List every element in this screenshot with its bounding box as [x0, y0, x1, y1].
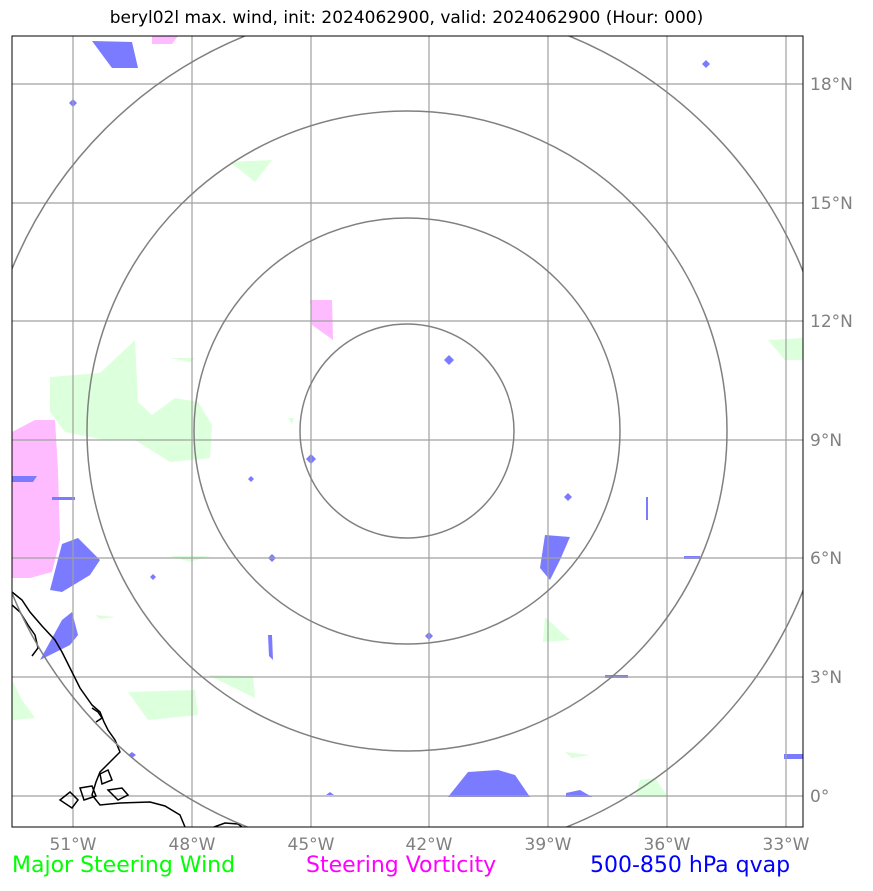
- wind-region-west: [50, 340, 212, 462]
- range-ring-3: [86, 110, 728, 752]
- lat-label: 15°N: [810, 194, 853, 214]
- lon-label: 33°W: [763, 835, 810, 855]
- legend-qvap: 500-850 hPa qvap: [590, 853, 791, 878]
- lon-label: 42°W: [406, 835, 453, 855]
- range-rings: [12, 36, 803, 827]
- steering-vorticity-regions: [12, 36, 333, 578]
- lat-label: 0°: [810, 787, 829, 807]
- lat-label: 6°N: [810, 549, 842, 569]
- wind-region-north: [230, 160, 272, 182]
- range-ring-2: [193, 217, 621, 645]
- range-ring-1: [299, 323, 515, 539]
- lon-label: 48°W: [169, 835, 216, 855]
- wind-region-south: [128, 690, 198, 720]
- qvap-region-sw: [40, 612, 78, 660]
- lat-label: 12°N: [810, 312, 853, 332]
- wind-region-se: [635, 778, 668, 797]
- steering-wind-regions: [12, 160, 803, 797]
- legend-steering-wind: Major Steering Wind: [12, 853, 236, 878]
- vorticity-region-west: [12, 420, 60, 578]
- coastline: [12, 591, 243, 827]
- lon-label: 36°W: [644, 835, 691, 855]
- vorticity-region-top: [152, 36, 178, 44]
- wind-region-south2: [208, 675, 255, 698]
- lon-label: 51°W: [50, 835, 97, 855]
- lat-label: 9°N: [810, 431, 842, 451]
- latitude-labels: 18°N 15°N 12°N 9°N 6°N 3°N 0°: [810, 75, 853, 807]
- graticule: [12, 36, 803, 827]
- lat-label: 3°N: [810, 668, 842, 688]
- qvap-region-south: [448, 770, 530, 797]
- legend-steering-vorticity: Steering Vorticity: [306, 853, 497, 878]
- qvap-region-nw: [92, 41, 138, 68]
- map-frame: [11, 35, 804, 828]
- vorticity-region-center: [310, 300, 333, 340]
- qvap-region-w: [50, 538, 100, 592]
- lon-label: 45°W: [288, 835, 335, 855]
- lat-label: 18°N: [810, 75, 853, 95]
- map-title: beryl02l max. wind, init: 2024062900, va…: [109, 8, 704, 28]
- wind-region-mid: [543, 617, 570, 642]
- longitude-labels: 51°W 48°W 45°W 42°W 39°W 36°W 33°W: [50, 835, 810, 855]
- wind-region-sw: [12, 680, 35, 720]
- lon-label: 39°W: [525, 835, 572, 855]
